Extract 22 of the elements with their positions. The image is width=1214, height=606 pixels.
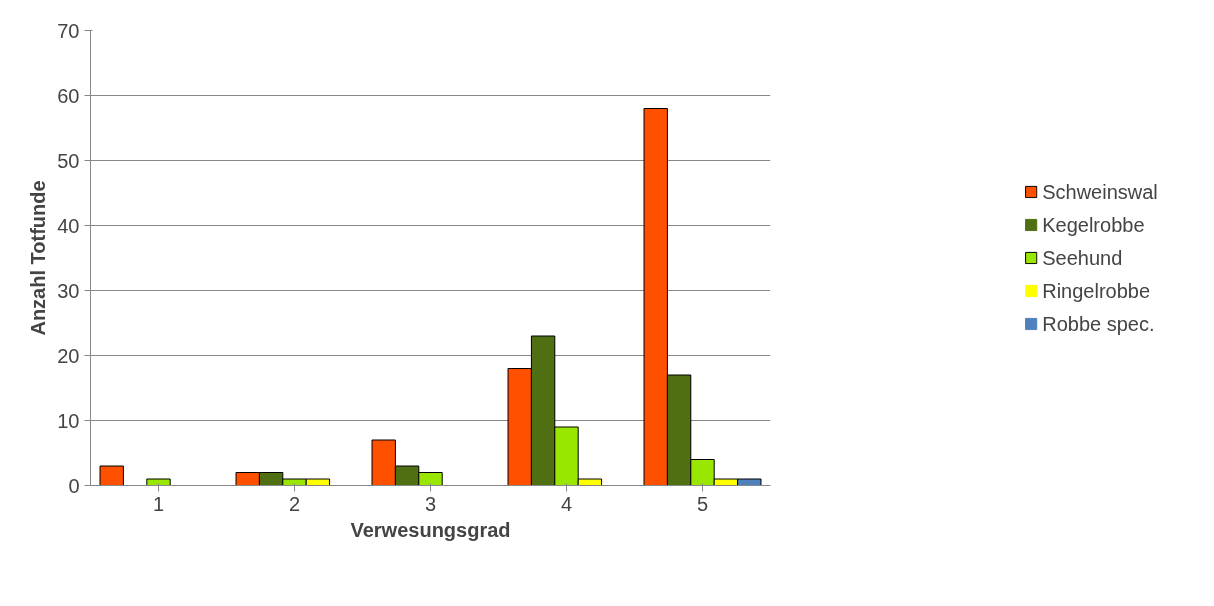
y-tick-label: 40 <box>57 214 80 237</box>
legend-label: Seehund <box>1042 246 1123 269</box>
x-tick-label: 4 <box>560 492 573 515</box>
y-axis-title: Anzahl Totfunde <box>27 180 50 336</box>
legend-label: Kegelrobbe <box>1042 213 1145 236</box>
y-tick-label: 70 <box>57 19 80 42</box>
x-tick-label: 3 <box>424 492 437 515</box>
y-tick-label: 20 <box>57 344 80 367</box>
bar <box>99 465 124 486</box>
y-tick-label: 10 <box>57 409 80 432</box>
x-tick-label: 1 <box>152 492 165 515</box>
legend-label: Ringelrobbe <box>1042 279 1151 302</box>
legend-label: Robbe spec. <box>1042 312 1155 335</box>
bar <box>146 478 171 486</box>
x-tick-label: 5 <box>696 492 709 515</box>
y-tick-label: 30 <box>57 279 80 302</box>
legend-label: Schweinswal <box>1042 180 1158 203</box>
x-axis-title: Verwesungsgrad <box>350 518 511 541</box>
y-tick-label: 60 <box>57 84 80 107</box>
x-tick-label: 2 <box>288 492 301 515</box>
y-tick-label: 0 <box>68 474 80 497</box>
y-tick-label: 50 <box>57 149 80 172</box>
